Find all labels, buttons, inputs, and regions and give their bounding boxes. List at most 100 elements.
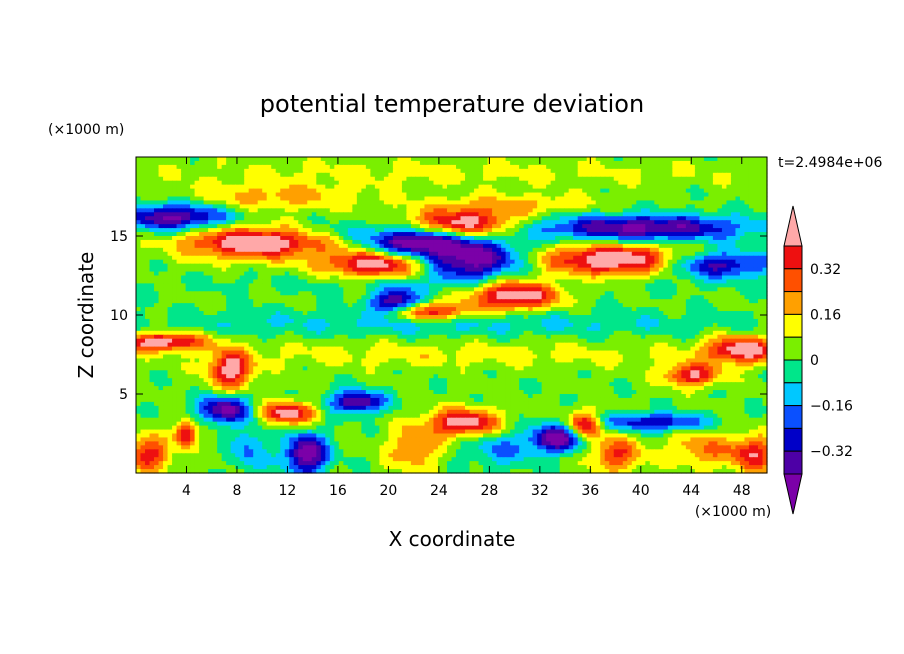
contour-cell xyxy=(289,251,295,257)
contour-cell xyxy=(172,287,178,292)
contour-cell xyxy=(401,168,408,174)
contour-cell xyxy=(667,172,673,178)
contour-cell xyxy=(600,239,606,245)
contour-cell xyxy=(703,216,710,221)
contour-cell xyxy=(325,275,331,281)
contour-cell xyxy=(163,279,169,284)
contour-cell xyxy=(419,287,426,292)
contour-cell xyxy=(302,275,308,281)
contour-cell xyxy=(699,287,705,292)
contour-cell xyxy=(172,168,178,174)
contour-cell xyxy=(753,188,759,194)
contour-cell xyxy=(694,236,700,241)
contour-cell xyxy=(699,216,705,221)
contour-cell xyxy=(158,212,164,217)
contour-cell xyxy=(410,160,417,166)
contour-cell xyxy=(361,180,367,186)
contour-cell xyxy=(631,168,637,174)
contour-cell xyxy=(636,263,642,269)
contour-cell xyxy=(145,216,151,221)
contour-cell xyxy=(730,271,737,277)
contour-cell xyxy=(388,279,394,284)
contour-cell xyxy=(257,251,263,257)
contour-cell xyxy=(550,295,556,300)
contour-cell xyxy=(757,208,764,213)
contour-cell xyxy=(465,184,471,190)
contour-cell xyxy=(203,287,209,292)
contour-cell xyxy=(158,228,164,233)
contour-cell xyxy=(762,196,768,202)
contour-cell xyxy=(726,224,732,229)
contour-cell xyxy=(460,160,466,166)
contour-cell xyxy=(735,172,741,178)
contour-cell xyxy=(586,208,592,213)
contour-cell xyxy=(541,271,547,277)
contour-cell xyxy=(519,243,525,249)
contour-cell xyxy=(618,251,624,257)
contour-cell xyxy=(559,291,565,296)
contour-cell xyxy=(672,228,678,233)
contour-cell xyxy=(316,295,322,300)
contour-cell xyxy=(613,172,619,178)
contour-cell xyxy=(609,267,615,273)
contour-cell xyxy=(293,204,299,209)
contour-cell xyxy=(654,275,660,281)
contour-cell xyxy=(167,172,173,178)
contour-cell xyxy=(145,232,151,237)
contour-cell xyxy=(762,271,768,277)
contour-cell xyxy=(505,212,511,217)
contour-cell xyxy=(167,204,173,209)
contour-cell xyxy=(257,267,263,273)
contour-cell xyxy=(352,287,358,292)
contour-cell xyxy=(748,263,755,269)
contour-cell xyxy=(762,157,768,162)
contour-cell xyxy=(208,271,214,277)
contour-cell xyxy=(329,291,335,296)
contour-cell xyxy=(379,239,385,245)
contour-cell xyxy=(537,239,543,245)
contour-cell xyxy=(181,157,187,162)
contour-cell xyxy=(338,224,344,229)
contour-cell xyxy=(663,255,669,261)
contour-cell xyxy=(595,216,601,221)
contour-cell xyxy=(636,247,642,253)
contour-cell xyxy=(410,172,417,178)
contour-cell xyxy=(154,295,160,300)
contour-cell xyxy=(442,236,448,241)
contour-cell xyxy=(523,172,529,178)
contour-cell xyxy=(523,291,529,296)
contour-cell xyxy=(410,180,417,186)
contour-cell xyxy=(343,160,349,166)
contour-cell xyxy=(654,267,660,273)
contour-cell xyxy=(217,200,223,205)
contour-cell xyxy=(744,220,750,225)
contour-cell xyxy=(757,192,764,198)
contour-cell xyxy=(388,224,394,229)
contour-cell xyxy=(640,200,646,205)
contour-cell xyxy=(266,232,272,237)
contour-cell xyxy=(703,188,710,194)
contour-cell xyxy=(239,160,245,166)
contour-cell xyxy=(496,212,502,217)
contour-cell xyxy=(685,204,691,209)
contour-cell xyxy=(658,255,664,261)
contour-cell xyxy=(613,216,619,221)
contour-cell xyxy=(311,255,317,261)
contour-cell xyxy=(248,263,254,269)
contour-cell xyxy=(401,220,408,225)
contour-cell xyxy=(483,275,489,281)
contour-cell xyxy=(505,232,511,237)
contour-cell xyxy=(690,220,696,225)
contour-cell xyxy=(176,251,182,257)
contour-cell xyxy=(546,267,552,273)
contour-cell xyxy=(293,243,299,249)
contour-cell xyxy=(699,188,705,194)
contour-cell xyxy=(356,232,362,237)
contour-cell xyxy=(510,200,516,205)
contour-cell xyxy=(185,180,191,186)
contour-cell xyxy=(541,295,547,300)
contour-cell xyxy=(167,168,173,174)
contour-cell xyxy=(226,279,232,284)
contour-cell xyxy=(334,243,340,249)
contour-cell xyxy=(226,291,232,296)
